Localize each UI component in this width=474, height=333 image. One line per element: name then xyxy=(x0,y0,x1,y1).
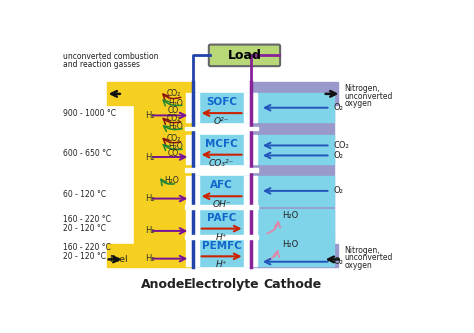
Text: 160 - 220 °C: 160 - 220 °C xyxy=(63,215,111,224)
Text: SOFC: SOFC xyxy=(206,97,237,107)
Bar xyxy=(245,93,257,122)
Text: Fuel: Fuel xyxy=(109,255,128,264)
Bar xyxy=(192,93,334,122)
Text: Nitrogen,: Nitrogen, xyxy=(345,246,380,255)
Text: H₂: H₂ xyxy=(145,194,155,203)
Bar xyxy=(245,208,257,238)
Bar xyxy=(245,135,257,164)
Text: 20 - 120 °C: 20 - 120 °C xyxy=(63,224,106,233)
Text: CO₃²⁻: CO₃²⁻ xyxy=(209,159,234,167)
Text: O²⁻: O²⁻ xyxy=(214,117,229,126)
Text: PAFC: PAFC xyxy=(207,213,237,223)
Text: O₂: O₂ xyxy=(334,186,344,195)
Bar xyxy=(185,235,258,239)
Text: H₂: H₂ xyxy=(145,226,155,235)
Text: 160 - 220 °C: 160 - 220 °C xyxy=(63,242,111,252)
Text: CO₂: CO₂ xyxy=(167,114,181,123)
Bar xyxy=(107,244,192,267)
Text: 900 - 1000 °C: 900 - 1000 °C xyxy=(63,109,116,118)
Text: Cathode: Cathode xyxy=(264,278,322,291)
Text: H₂: H₂ xyxy=(145,254,155,263)
Text: MCFC: MCFC xyxy=(205,139,238,149)
FancyBboxPatch shape xyxy=(209,45,280,66)
Text: H₂O: H₂O xyxy=(168,122,183,131)
Text: H₂O: H₂O xyxy=(282,211,298,220)
Text: CO₂: CO₂ xyxy=(167,89,181,98)
Text: O₂: O₂ xyxy=(334,151,344,160)
Text: Anode: Anode xyxy=(141,278,186,291)
Text: 600 - 650 °C: 600 - 650 °C xyxy=(63,149,111,158)
Bar xyxy=(192,236,334,266)
Text: H⁺: H⁺ xyxy=(216,232,228,241)
Bar xyxy=(186,236,199,266)
Bar xyxy=(251,82,338,106)
Bar xyxy=(245,176,257,205)
Text: H₂O: H₂O xyxy=(282,240,298,249)
Text: unconverted: unconverted xyxy=(345,253,393,262)
Bar xyxy=(186,208,199,238)
Text: PEMFC: PEMFC xyxy=(201,240,242,250)
Text: CO: CO xyxy=(168,150,179,159)
Bar xyxy=(192,176,334,205)
Bar xyxy=(186,93,199,122)
Bar xyxy=(186,135,199,164)
Text: H₂: H₂ xyxy=(145,153,155,162)
Text: O₂: O₂ xyxy=(334,103,344,112)
Text: H₂O: H₂O xyxy=(168,143,183,152)
Text: Nitrogen,: Nitrogen, xyxy=(345,84,380,93)
Text: H₂O: H₂O xyxy=(164,175,179,184)
Bar xyxy=(185,205,258,209)
Bar xyxy=(192,208,334,238)
Text: H₂O: H₂O xyxy=(168,99,183,108)
Text: H⁺: H⁺ xyxy=(216,260,228,269)
Text: CO₂: CO₂ xyxy=(167,134,181,143)
Text: O₂: O₂ xyxy=(334,257,344,266)
Bar xyxy=(251,244,338,267)
Text: unconverted combustion: unconverted combustion xyxy=(63,52,159,61)
Text: CO: CO xyxy=(168,106,179,115)
Bar xyxy=(192,135,334,164)
Text: oxygen: oxygen xyxy=(345,261,372,270)
Text: H₂: H₂ xyxy=(145,111,155,120)
Text: Load: Load xyxy=(228,49,262,62)
Text: unconverted: unconverted xyxy=(345,92,393,101)
Bar xyxy=(107,82,192,106)
Text: and reaction gasses: and reaction gasses xyxy=(63,60,140,69)
Bar xyxy=(245,236,257,266)
Text: oxygen: oxygen xyxy=(345,99,372,108)
Bar xyxy=(251,106,334,244)
Bar xyxy=(186,176,199,205)
Bar xyxy=(135,106,192,244)
Bar xyxy=(185,127,258,131)
Text: AFC: AFC xyxy=(210,180,233,190)
Text: 60 - 120 °C: 60 - 120 °C xyxy=(63,190,106,199)
Text: OH⁻: OH⁻ xyxy=(212,200,231,209)
Text: CO₂: CO₂ xyxy=(334,141,349,150)
Text: 20 - 120 °C: 20 - 120 °C xyxy=(63,252,106,261)
Text: Electrolyte: Electrolyte xyxy=(184,278,259,291)
Bar xyxy=(185,168,258,172)
